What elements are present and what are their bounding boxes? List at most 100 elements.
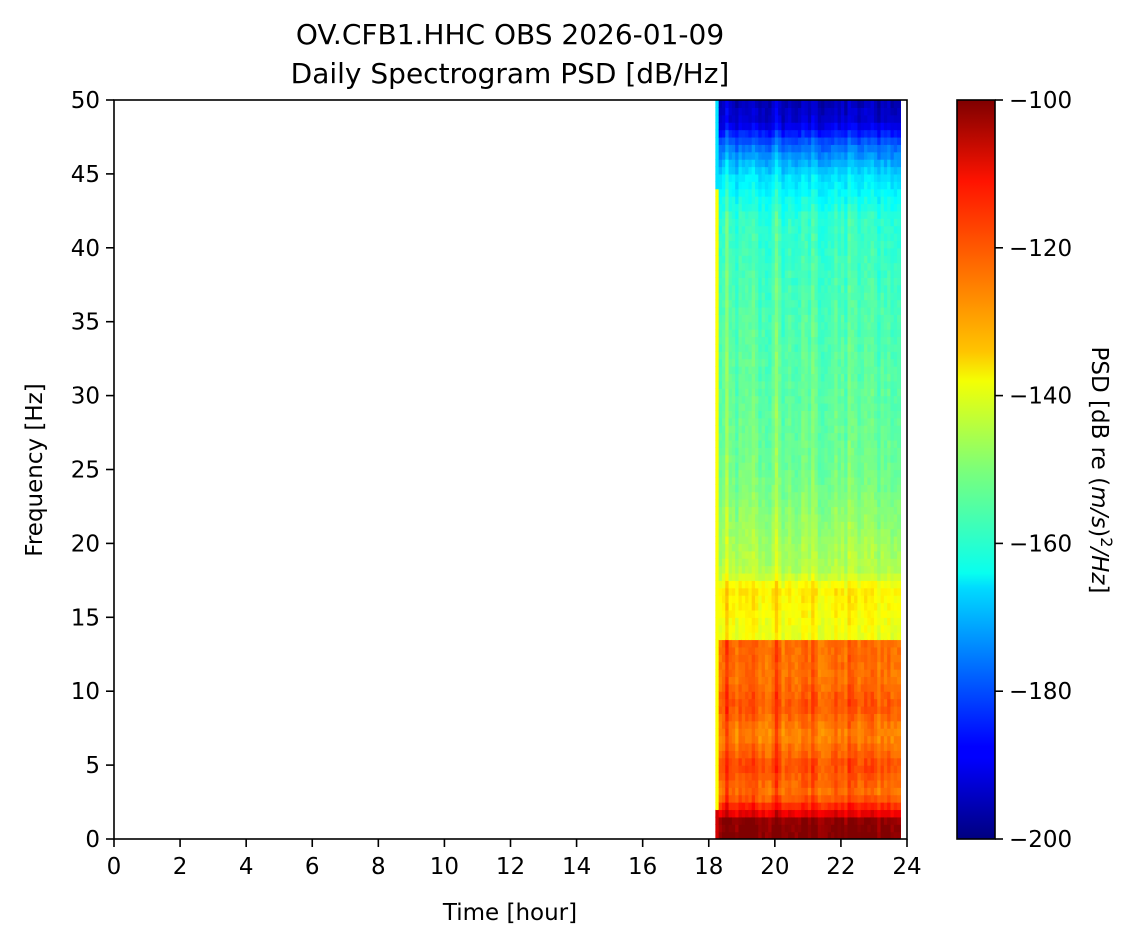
heatmap-cell bbox=[873, 299, 878, 308]
heatmap-cell bbox=[768, 358, 773, 367]
heatmap-cell bbox=[867, 506, 872, 515]
heatmap-cell bbox=[741, 299, 746, 308]
heatmap-cell bbox=[867, 321, 872, 330]
heatmap-cell bbox=[784, 469, 789, 478]
heatmap-cell bbox=[801, 750, 806, 759]
heatmap-cell bbox=[840, 772, 845, 781]
heatmap-cell bbox=[794, 269, 799, 278]
heatmap-cell bbox=[768, 757, 773, 766]
heatmap-cell bbox=[774, 380, 779, 389]
heatmap-cell bbox=[844, 181, 849, 190]
heatmap-cell bbox=[715, 388, 720, 397]
heatmap-cell bbox=[741, 425, 746, 434]
heatmap-cell bbox=[797, 247, 802, 256]
heatmap-cell bbox=[715, 247, 720, 256]
heatmap-cell bbox=[728, 572, 733, 581]
heatmap-cell bbox=[788, 765, 792, 774]
heatmap-cell bbox=[857, 698, 862, 707]
heatmap-cell bbox=[814, 484, 819, 493]
heatmap-cell bbox=[857, 683, 862, 692]
heatmap-cell bbox=[764, 602, 769, 611]
heatmap-cell bbox=[867, 122, 872, 131]
heatmap-cell bbox=[771, 469, 776, 478]
heatmap-cell bbox=[725, 713, 730, 722]
heatmap-cell bbox=[840, 351, 845, 360]
heatmap-cell bbox=[840, 513, 845, 522]
heatmap-cell bbox=[778, 550, 783, 559]
heatmap-cell bbox=[807, 491, 812, 500]
heatmap-cell bbox=[821, 558, 825, 567]
heatmap-cell bbox=[788, 107, 792, 116]
heatmap-cell bbox=[788, 395, 792, 404]
heatmap-cell bbox=[718, 757, 723, 766]
heatmap-cell bbox=[751, 321, 756, 330]
heatmap-cell bbox=[834, 720, 839, 729]
heatmap-cell bbox=[725, 587, 730, 596]
heatmap-cell bbox=[807, 587, 812, 596]
heatmap-cell bbox=[801, 742, 806, 751]
heatmap-cell bbox=[768, 572, 773, 581]
heatmap-cell bbox=[751, 181, 756, 190]
heatmap-cell bbox=[728, 277, 733, 286]
heatmap-cell bbox=[788, 595, 792, 604]
heatmap-cell bbox=[807, 203, 812, 212]
heatmap-cell bbox=[738, 772, 743, 781]
heatmap-cell bbox=[837, 543, 842, 552]
heatmap-cell bbox=[864, 425, 868, 434]
heatmap-cell bbox=[735, 809, 740, 818]
heatmap-cell bbox=[834, 159, 839, 168]
heatmap-cell bbox=[731, 698, 736, 707]
heatmap-cell bbox=[854, 432, 859, 441]
heatmap-cell bbox=[850, 410, 855, 419]
heatmap-cell bbox=[725, 735, 730, 744]
heatmap-cell bbox=[761, 831, 766, 839]
heatmap-cell bbox=[715, 676, 720, 685]
heatmap-cell bbox=[748, 735, 753, 744]
heatmap-cell bbox=[867, 432, 872, 441]
heatmap-cell bbox=[804, 602, 809, 611]
heatmap-cell bbox=[807, 713, 812, 722]
heatmap-cell bbox=[748, 373, 753, 382]
heatmap-cell bbox=[801, 255, 806, 264]
heatmap-cell bbox=[817, 587, 822, 596]
heatmap-cell bbox=[735, 218, 740, 227]
heatmap-cell bbox=[735, 351, 740, 360]
heatmap-cell bbox=[731, 691, 736, 700]
heatmap-cell bbox=[807, 565, 812, 574]
heatmap-cell bbox=[791, 632, 796, 641]
heatmap-cell bbox=[814, 306, 819, 315]
heatmap-cell bbox=[731, 107, 736, 116]
heatmap-cell bbox=[870, 144, 875, 153]
heatmap-cell bbox=[821, 646, 825, 655]
heatmap-cell bbox=[831, 639, 835, 648]
heatmap-cell bbox=[844, 255, 849, 264]
heatmap-cell bbox=[778, 358, 783, 367]
heatmap-cell bbox=[758, 136, 763, 145]
heatmap-cell bbox=[837, 462, 842, 471]
heatmap-cell bbox=[814, 107, 819, 116]
heatmap-cell bbox=[768, 100, 773, 108]
heatmap-cell bbox=[794, 395, 799, 404]
heatmap-cell bbox=[837, 144, 842, 153]
heatmap-cell bbox=[870, 595, 875, 604]
heatmap-cell bbox=[738, 454, 743, 463]
heatmap-cell bbox=[745, 107, 749, 116]
heatmap-cell bbox=[725, 240, 730, 249]
heatmap-cell bbox=[755, 602, 759, 611]
heatmap-cell bbox=[728, 661, 733, 670]
heatmap-cell bbox=[877, 528, 882, 537]
heatmap-cell bbox=[758, 536, 763, 544]
heatmap-cell bbox=[781, 499, 786, 508]
heatmap-cell bbox=[873, 646, 878, 655]
heatmap-cell bbox=[834, 203, 839, 212]
heatmap-cell bbox=[814, 536, 819, 544]
heatmap-cell bbox=[758, 203, 763, 212]
heatmap-cell bbox=[877, 410, 882, 419]
heatmap-cell bbox=[741, 144, 746, 153]
heatmap-cell bbox=[801, 779, 806, 788]
heatmap-cell bbox=[728, 107, 733, 116]
heatmap-cell bbox=[821, 351, 825, 360]
heatmap-cell bbox=[718, 476, 723, 485]
heatmap-cell bbox=[821, 705, 825, 714]
heatmap-cell bbox=[844, 691, 849, 700]
